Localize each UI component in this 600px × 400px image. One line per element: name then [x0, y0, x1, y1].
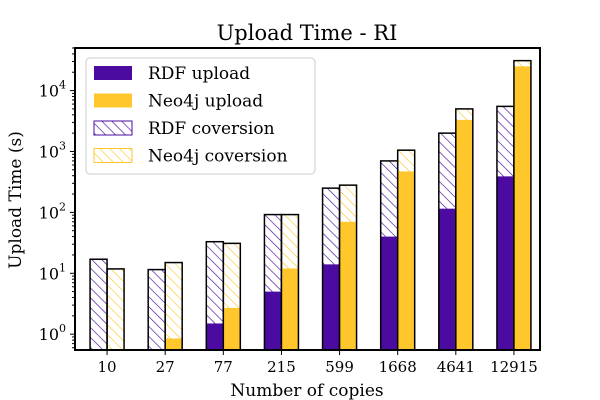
legend-label-neo4j-coversion: Neo4j coversion	[148, 147, 288, 167]
y-axis-label: Upload Time (s)	[6, 131, 26, 269]
y-tick-exponent: 4	[59, 79, 66, 92]
bar-rdf-conversion-27	[148, 269, 166, 350]
x-axis-label: Number of copies	[230, 381, 383, 400]
y-tick-label-1: 101	[39, 261, 66, 283]
y-tick-label-3: 103	[39, 139, 66, 161]
legend-label-neo4j-upload: Neo4j upload	[148, 92, 263, 112]
legend-swatch-neo4j-upload	[94, 93, 132, 108]
bar-rdf-upload-1668	[380, 236, 398, 350]
bar-rdf-upload-4641	[438, 208, 456, 350]
x-tick-label-10: 10	[98, 358, 117, 376]
y-tick-base: 10	[39, 264, 59, 283]
bar-rdf-upload-599	[322, 264, 340, 350]
bar-neo4j-upload-27	[165, 338, 183, 350]
bar-neo4j-upload-215	[281, 268, 299, 350]
y-tick-exponent: 2	[59, 200, 66, 213]
legend-swatch-neo4j-coversion	[93, 148, 133, 163]
y-tick-label-2: 102	[39, 200, 66, 222]
y-tick-base: 10	[39, 142, 59, 161]
bar-rdf-conversion-77	[206, 241, 224, 350]
bar-rdf-upload-77	[206, 323, 224, 350]
y-tick-base: 10	[39, 203, 59, 222]
chart-title: Upload Time - RI	[217, 21, 398, 45]
legend-swatch-rdf-upload	[94, 66, 132, 80]
x-tick-label-599: 599	[325, 358, 354, 376]
legend-box	[85, 57, 316, 175]
y-tick-exponent: 3	[59, 139, 66, 152]
legend-label-rdf-coversion: RDF coversion	[148, 119, 275, 139]
bar-neo4j-upload-4641	[455, 119, 473, 350]
y-tick-exponent: 0	[59, 322, 66, 335]
bar-neo4j-upload-12915	[513, 66, 531, 351]
legend-swatch-rdf-coversion	[93, 120, 133, 136]
bar-neo4j-conversion-10	[107, 268, 125, 350]
x-tick-label-4641: 4641	[437, 358, 475, 376]
y-tick-label-4: 104	[39, 79, 66, 101]
bar-neo4j-upload-599	[339, 221, 357, 350]
x-tick-label-77: 77	[214, 358, 233, 376]
legend-label-rdf-upload: RDF upload	[148, 64, 250, 84]
bar-neo4j-conversion-27	[165, 262, 183, 350]
y-tick-base: 10	[39, 325, 59, 344]
legend: RDF upload Neo4j upload RDF coversion Neo4j…	[85, 57, 316, 175]
axes-frame	[74, 47, 541, 351]
x-tick-label-27: 27	[156, 358, 175, 376]
bar-rdf-upload-215	[264, 291, 282, 350]
y-tick-exponent: 1	[59, 261, 66, 274]
y-tick-label-0: 100	[39, 322, 66, 344]
y-tick-base: 10	[39, 82, 59, 101]
bar-rdf-upload-12915	[496, 176, 514, 350]
bar-neo4j-upload-1668	[397, 171, 415, 350]
x-tick-label-215: 215	[267, 358, 296, 376]
bar-rdf-conversion-10	[90, 259, 108, 350]
x-tick-label-1668: 1668	[379, 358, 417, 376]
x-tick-label-12915: 12915	[490, 358, 538, 376]
bar-neo4j-upload-77	[223, 307, 241, 350]
